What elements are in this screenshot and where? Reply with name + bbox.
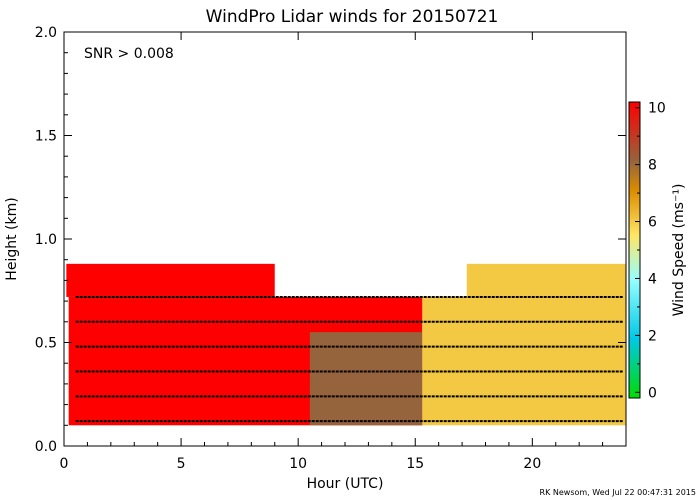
x-tick-label: 15 (406, 456, 424, 472)
wind-region-1 (66, 263, 275, 297)
wind-region-4 (422, 296, 626, 426)
x-tick-label: 20 (523, 456, 541, 472)
plot-area (66, 263, 626, 426)
y-tick-label: 1.5 (35, 129, 57, 145)
x-tick-label: 0 (60, 456, 69, 472)
colorbar-label: Wind Speed (ms⁻¹) (671, 184, 687, 317)
credit-text: RK Newsom, Wed Jul 22 00:47:31 2015 (540, 488, 696, 497)
colorbar-tick-label: 2 (648, 328, 657, 344)
y-tick-label: 0.0 (35, 439, 57, 455)
axes: 0 5 10 15 20 0.0 0.5 1.0 1.5 2.0 (35, 25, 627, 472)
colorbar-tick-label: 10 (648, 101, 666, 117)
colorbar-tick-label: 4 (648, 271, 657, 287)
wind-region-2 (274, 296, 423, 322)
y-axis-label: Height (km) (4, 197, 20, 280)
wind-region-5 (466, 263, 626, 297)
x-tick-label: 10 (289, 456, 307, 472)
y-tick-label: 1.0 (35, 232, 57, 248)
annotation-snr: SNR > 0.008 (84, 46, 174, 62)
x-tick-label: 5 (177, 456, 186, 472)
y-tick-label: 2.0 (35, 25, 57, 41)
colorbar-tick-label: 0 (648, 385, 657, 401)
colorbar: 0 2 4 6 8 10 (628, 101, 666, 401)
chart-title: WindPro Lidar winds for 20150721 (206, 7, 499, 27)
colorbar-tick-label: 6 (648, 215, 657, 231)
wind-region-3 (309, 332, 423, 426)
colorbar-tick-label: 8 (648, 158, 657, 174)
x-axis-label: Hour (UTC) (307, 476, 384, 492)
y-tick-label: 0.5 (35, 336, 57, 352)
